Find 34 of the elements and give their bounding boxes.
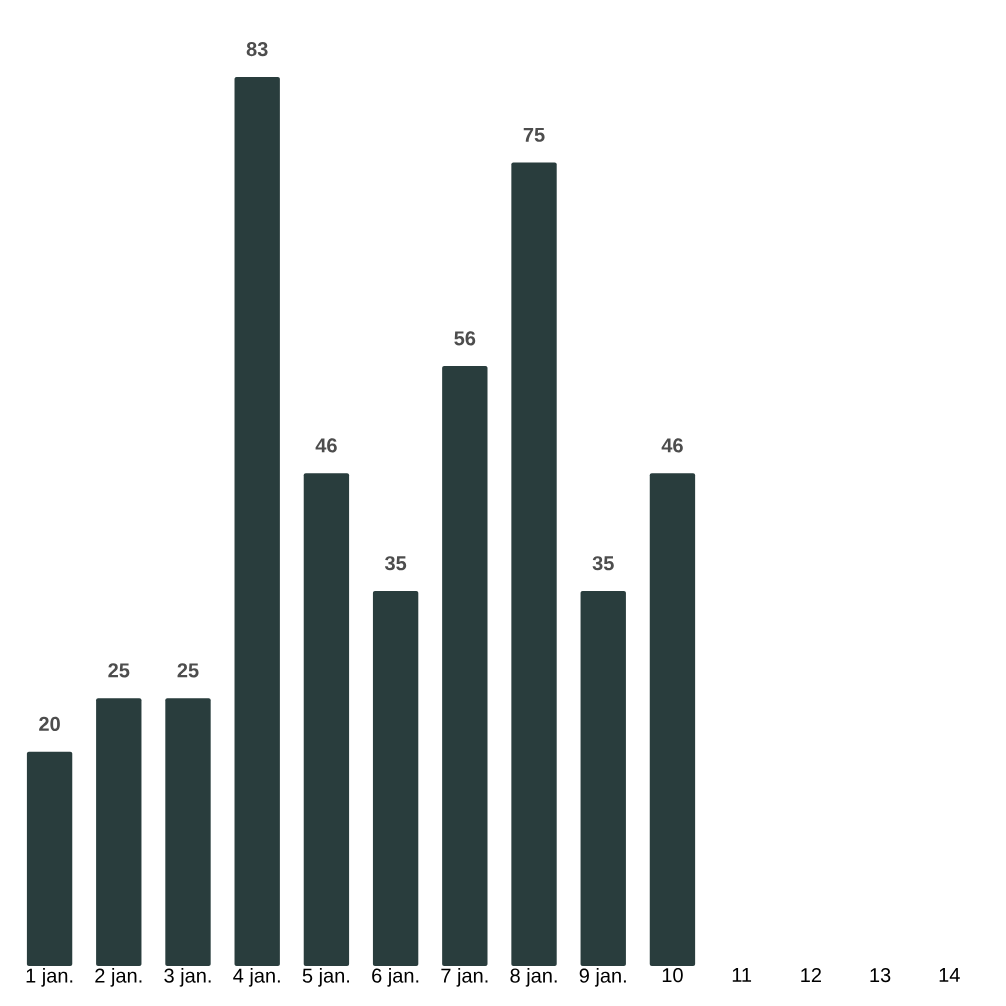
bar xyxy=(96,698,142,966)
data-label: 75 xyxy=(523,127,545,142)
bar xyxy=(165,698,211,966)
x-tick-label: 12 xyxy=(801,968,821,982)
x-tick-label: 7 jan. xyxy=(441,968,488,987)
bar xyxy=(234,76,280,966)
x-tick-label: 3 jan. xyxy=(164,968,211,987)
data-label: 35 xyxy=(384,556,407,571)
data-label: 25 xyxy=(108,663,130,678)
x-tick-label: 4 jan. xyxy=(233,968,280,987)
data-label: 35 xyxy=(592,556,614,571)
x-tick-label: 8 jan. xyxy=(510,968,557,987)
bar xyxy=(303,473,350,966)
x-tick-label: 11 xyxy=(732,968,752,982)
data-label: 20 xyxy=(39,716,60,732)
bar xyxy=(26,751,73,966)
bar xyxy=(580,591,626,966)
bar xyxy=(442,366,488,966)
x-tick-label: 2 jan. xyxy=(95,968,142,987)
x-tick-label: 1 jan. xyxy=(26,968,73,987)
bar xyxy=(649,473,696,966)
x-tick-label: 5 jan. xyxy=(302,968,350,987)
x-tick-label: 14 xyxy=(939,968,960,982)
x-tick-label: 13 xyxy=(870,968,891,983)
x-tick-label: 10 xyxy=(662,968,683,983)
bar xyxy=(511,162,557,966)
data-label: 46 xyxy=(315,438,337,453)
data-label: 83 xyxy=(246,41,268,57)
bar xyxy=(372,591,419,966)
data-label: 46 xyxy=(661,438,683,453)
data-label: 56 xyxy=(454,331,476,346)
x-tick-label: 6 jan. xyxy=(372,968,419,987)
data-label: 25 xyxy=(177,663,199,678)
x-tick-label: 9 jan. xyxy=(579,968,626,987)
